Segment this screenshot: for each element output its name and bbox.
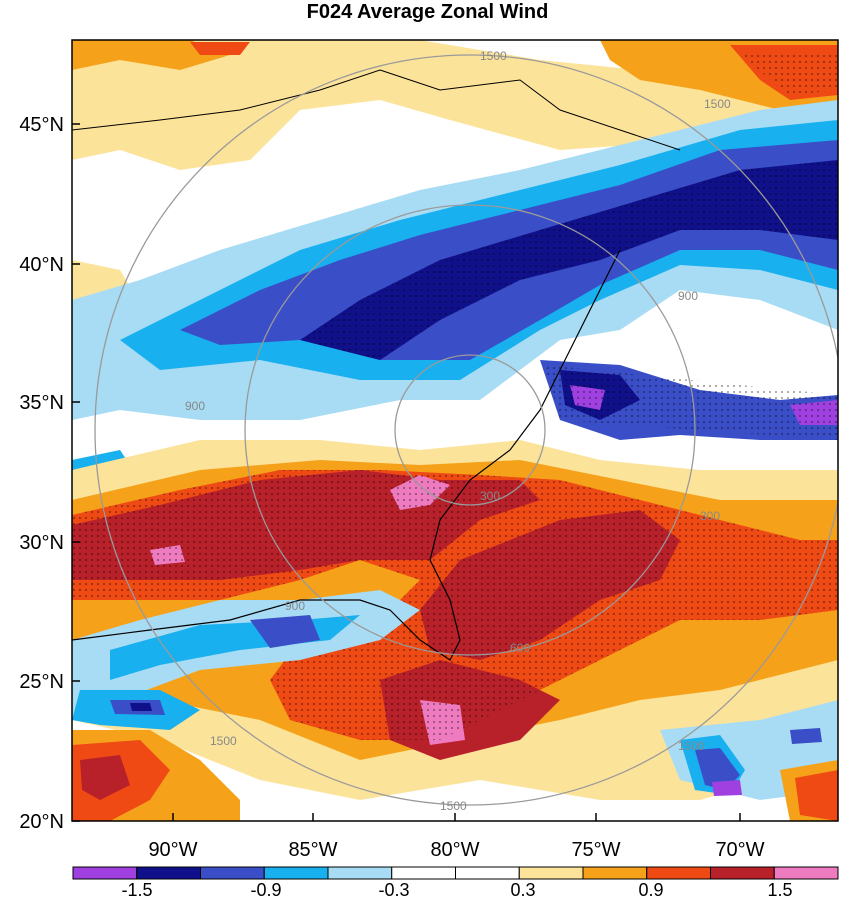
colorbar-swatch xyxy=(200,866,265,880)
colorbar-label: 0.9 xyxy=(638,880,663,900)
colorbar xyxy=(72,866,839,880)
colorbar-swatch xyxy=(518,866,584,880)
range-ring-labels: 1500 1500 900 900 300 300 900 1500 1500 … xyxy=(185,49,731,813)
ring-label: 1500 xyxy=(440,799,467,813)
lon-label-70: 70°W xyxy=(715,839,764,861)
colorbar-swatch xyxy=(391,866,456,880)
ring-label: 300 xyxy=(480,489,500,503)
lon-label-90: 90°W xyxy=(148,839,197,861)
colorbar-label: -0.9 xyxy=(250,880,281,900)
colorbar-swatch xyxy=(72,866,138,880)
longitude-axis xyxy=(172,813,741,821)
range-rings xyxy=(94,54,838,806)
ring-label: 900 xyxy=(678,289,698,303)
coastline xyxy=(72,249,621,661)
colorbar-label: 0.3 xyxy=(510,880,535,900)
lat-label-25: 25°N xyxy=(19,671,64,693)
colorbar-label: -0.3 xyxy=(378,880,409,900)
ring-label: 1500 xyxy=(678,739,705,753)
colorbar-swatch xyxy=(710,866,775,880)
colorbar-label: -1.5 xyxy=(121,880,152,900)
ring-label: 600 xyxy=(510,641,530,655)
map-plot-area xyxy=(72,40,838,821)
colorbar-label: 1.5 xyxy=(767,880,792,900)
ring-label: 1500 xyxy=(210,734,237,748)
lat-label-30: 30°N xyxy=(19,532,64,554)
ring-label: 1500 xyxy=(704,97,731,111)
lat-label-20: 20°N xyxy=(19,811,64,833)
ring-label: 1500 xyxy=(480,49,507,63)
lat-label-35: 35°N xyxy=(19,392,64,414)
colorbar-swatch xyxy=(263,866,329,880)
colorbar-swatch xyxy=(455,866,520,880)
ring-label: 900 xyxy=(185,399,205,413)
latitude-axis xyxy=(72,123,80,822)
colorbar-swatch xyxy=(327,866,393,880)
ring-label: 900 xyxy=(285,599,305,613)
lon-label-75: 75°W xyxy=(571,839,620,861)
colorbar-swatch xyxy=(773,866,839,880)
colorbar-swatch xyxy=(582,866,648,880)
ring-label: 300 xyxy=(700,509,720,523)
chart-title: F024 Average Zonal Wind xyxy=(306,1,549,23)
colorbar-swatch xyxy=(646,866,711,880)
lon-label-80: 80°W xyxy=(430,839,479,861)
lat-label-45: 45°N xyxy=(19,114,64,136)
positive-field-northwest-orange xyxy=(72,40,230,70)
colorbar-swatch xyxy=(136,866,201,880)
lon-label-85: 85°W xyxy=(288,839,337,861)
lat-label-40: 40°N xyxy=(19,254,64,276)
